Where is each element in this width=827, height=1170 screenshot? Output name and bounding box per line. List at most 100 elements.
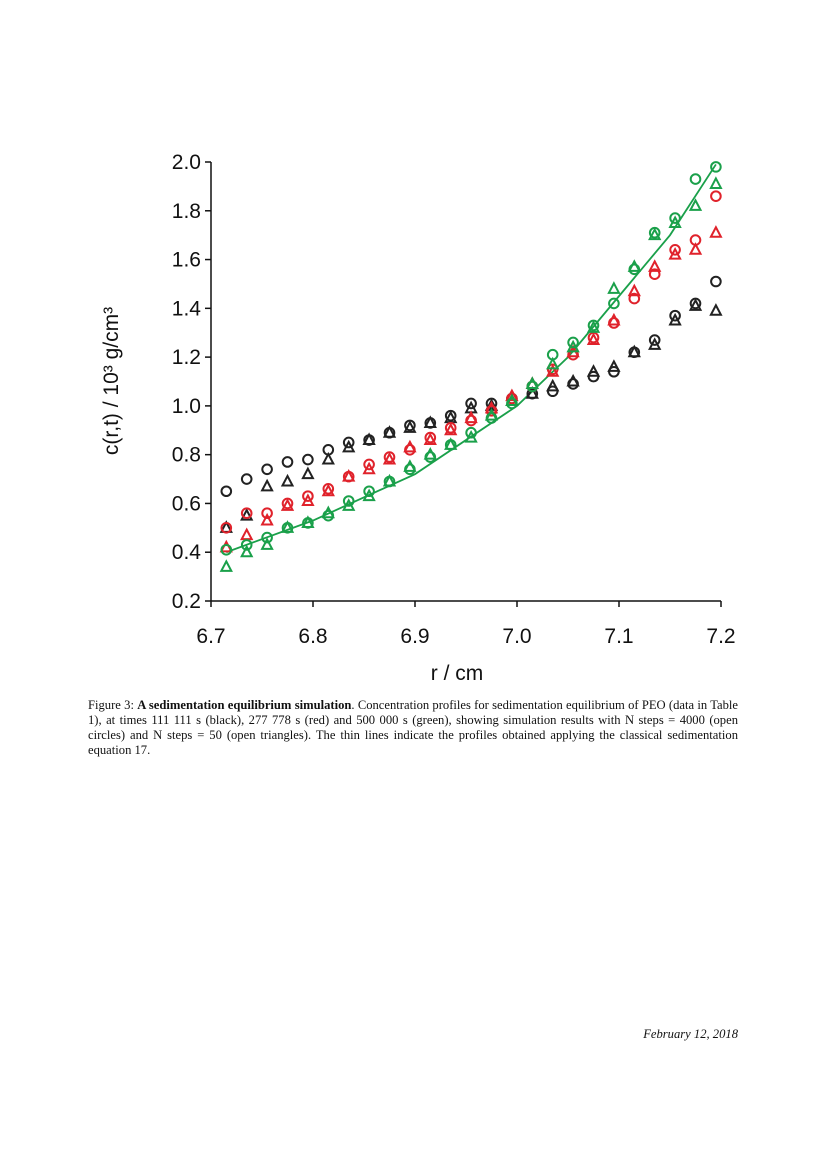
triangle-marker	[362, 488, 376, 502]
triangle-marker	[688, 298, 703, 311]
triangle-marker	[627, 283, 641, 297]
triangle-marker	[342, 468, 356, 482]
triangle-marker	[403, 420, 417, 433]
x-tick-label: 7.0	[502, 625, 531, 648]
triangle-marker	[525, 386, 539, 399]
x-tick-label: 7.1	[604, 625, 633, 648]
circle-marker	[710, 161, 722, 173]
triangle-marker	[627, 259, 641, 272]
y-tick-label: 1.8	[172, 200, 201, 223]
triangle-marker	[260, 512, 274, 526]
triangle-marker	[219, 559, 233, 572]
triangle-marker	[709, 303, 723, 316]
y-tick-label: 0.2	[172, 590, 201, 613]
triangle-marker	[260, 537, 274, 550]
circle-marker	[669, 309, 681, 322]
triangle-marker	[525, 376, 539, 389]
triangle-marker	[240, 507, 254, 521]
circle-marker	[261, 463, 273, 476]
triangle-marker	[464, 429, 478, 443]
triangle-marker	[240, 544, 254, 558]
triangle-marker	[607, 281, 621, 294]
triangle-marker	[301, 515, 315, 528]
triangle-marker	[709, 225, 723, 238]
triangle-marker	[464, 410, 478, 424]
x-tick-label: 6.8	[298, 625, 327, 648]
circle-marker	[220, 522, 233, 534]
x-axis-label: r / cm	[431, 662, 484, 685]
triangle-marker	[301, 466, 315, 480]
triangle-marker	[382, 451, 397, 465]
circle-marker	[342, 436, 355, 449]
y-tick-label: 1.2	[172, 346, 201, 369]
circle-marker	[240, 539, 253, 551]
triangle-marker	[586, 364, 601, 377]
circle-marker	[220, 543, 233, 556]
x-tick-label: 7.2	[706, 625, 735, 648]
circle-marker	[281, 456, 294, 468]
triangle-marker	[280, 498, 295, 511]
triangle-marker	[607, 312, 621, 326]
circle-marker	[628, 292, 641, 305]
y-axis-label: c(r,t) / 10³ g/cm³	[100, 307, 123, 455]
triangle-marker	[321, 483, 335, 497]
circle-marker	[302, 490, 314, 502]
triangle-marker	[648, 227, 662, 241]
circle-marker	[669, 212, 681, 224]
triangle-marker	[505, 388, 519, 402]
footer-date: February 12, 2018	[643, 1027, 738, 1041]
circle-marker	[465, 397, 477, 410]
triangle-marker	[362, 461, 376, 475]
circle-marker	[240, 507, 253, 520]
chart: c(r,t) / 10³ g/cm³ r / cm 0.2 0.4 0.6 0.8 1.…	[100, 151, 736, 685]
triangle-marker	[240, 527, 254, 541]
triangle-marker	[403, 459, 417, 472]
triangle-marker	[444, 437, 458, 450]
triangle-marker	[321, 451, 335, 465]
triangle-marker	[546, 356, 560, 370]
triangle-marker	[280, 473, 295, 487]
triangle-marker	[423, 432, 437, 446]
circle-marker	[648, 334, 661, 346]
triangle-marker	[321, 505, 335, 519]
circle-marker	[710, 190, 722, 202]
triangle-marker	[260, 478, 274, 492]
y-tick-label: 1.4	[172, 297, 202, 320]
caption-title: A sedimentation equilibrium simulation	[137, 698, 352, 712]
triangle-marker	[668, 215, 682, 228]
circle-marker	[689, 173, 702, 185]
triangle-marker	[382, 473, 397, 487]
circle-marker	[240, 473, 253, 485]
triangle-marker	[586, 332, 601, 346]
circle-marker	[220, 485, 233, 498]
triangle-marker	[280, 520, 295, 533]
x-tick-label: 6.7	[196, 625, 225, 648]
triangle-marker	[546, 364, 560, 377]
triangle-marker	[382, 425, 397, 438]
triangle-marker	[423, 447, 437, 460]
circle-marker	[261, 531, 273, 544]
y-tick-label: 0.6	[172, 492, 201, 515]
triangle-marker	[362, 432, 376, 446]
caption: Figure 3: A sedimentation equilibrium si…	[88, 698, 738, 758]
circle-marker	[567, 336, 579, 349]
triangle-marker	[586, 320, 601, 333]
triangle-marker	[566, 339, 580, 353]
caption-label: Figure 3:	[88, 698, 134, 712]
triangle-marker	[484, 407, 499, 421]
circle-marker	[608, 297, 620, 310]
y-tick-label: 1.6	[172, 249, 201, 272]
circle-marker	[302, 453, 314, 466]
triangle-marker	[688, 198, 703, 211]
circle-marker	[669, 244, 681, 256]
triangle-marker	[505, 393, 519, 407]
triangle-marker	[403, 439, 417, 453]
circle-marker	[261, 507, 273, 520]
triangle-marker	[668, 247, 682, 260]
caption-text: . Concentration profiles for sedimentati…	[88, 698, 738, 757]
triangle-marker	[301, 493, 315, 507]
triangle-marker	[648, 259, 662, 272]
triangle-marker	[342, 439, 356, 453]
y-tick-label: 1.0	[172, 395, 201, 418]
